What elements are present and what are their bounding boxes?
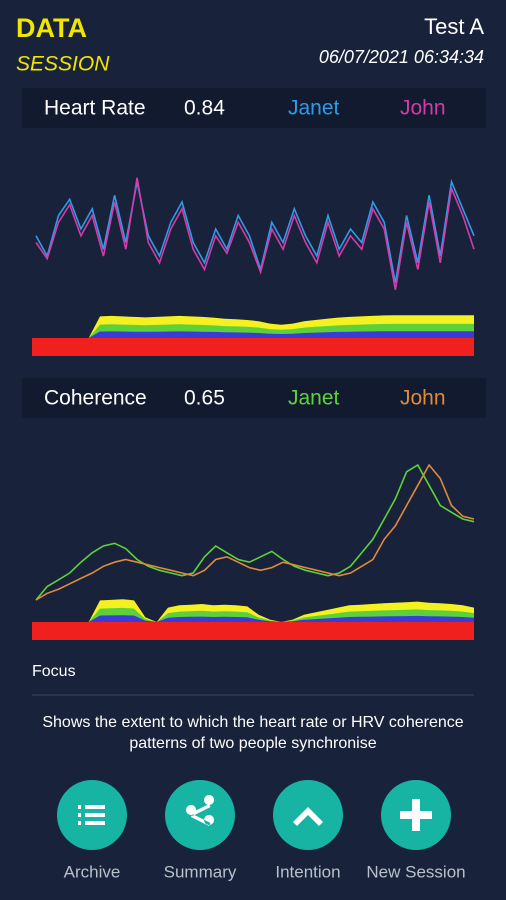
- description-box: Shows the extent to which the heart rate…: [42, 714, 464, 752]
- panel-header: [22, 378, 486, 418]
- metric-score: 0.65: [184, 387, 225, 410]
- button-label[interactable]: Archive: [64, 862, 121, 881]
- metric-score: 0.84: [184, 97, 225, 120]
- series-line: [35, 177, 475, 290]
- series-line: [35, 463, 475, 601]
- legend-name: John: [400, 97, 446, 120]
- button-icon: [78, 805, 105, 825]
- description: Shows the extent to which the heart rate…: [42, 714, 464, 752]
- session-datetime: 06/07/2021 06:34:34: [319, 47, 484, 67]
- button-label[interactable]: New Session: [366, 862, 465, 881]
- button-label[interactable]: Intention: [275, 862, 340, 881]
- title: DATA: [16, 13, 87, 43]
- action-button[interactable]: [165, 780, 235, 850]
- baseline-band: [32, 338, 474, 356]
- series-line: [35, 463, 475, 601]
- series-line: [35, 178, 475, 284]
- legend-name: John: [400, 387, 446, 410]
- buttons: Archive Summary Intention New Session: [57, 780, 466, 881]
- button-icon: [400, 799, 432, 831]
- sync-band: [32, 615, 474, 622]
- subtitle: SESSION: [16, 53, 110, 76]
- panel-header: [22, 88, 486, 128]
- baseline-band: [32, 622, 474, 640]
- button-label[interactable]: Summary: [164, 862, 237, 881]
- button-icon: [186, 795, 215, 826]
- button-icon: [293, 807, 323, 826]
- session-name: Test A: [424, 14, 484, 39]
- metric-label: Coherence: [44, 387, 147, 410]
- metric-label: Heart Rate: [44, 97, 146, 120]
- sync-band: [32, 331, 474, 338]
- focus-label: Focus: [32, 663, 76, 680]
- legend-name: Janet: [288, 387, 340, 410]
- legend-name: Janet: [288, 97, 340, 120]
